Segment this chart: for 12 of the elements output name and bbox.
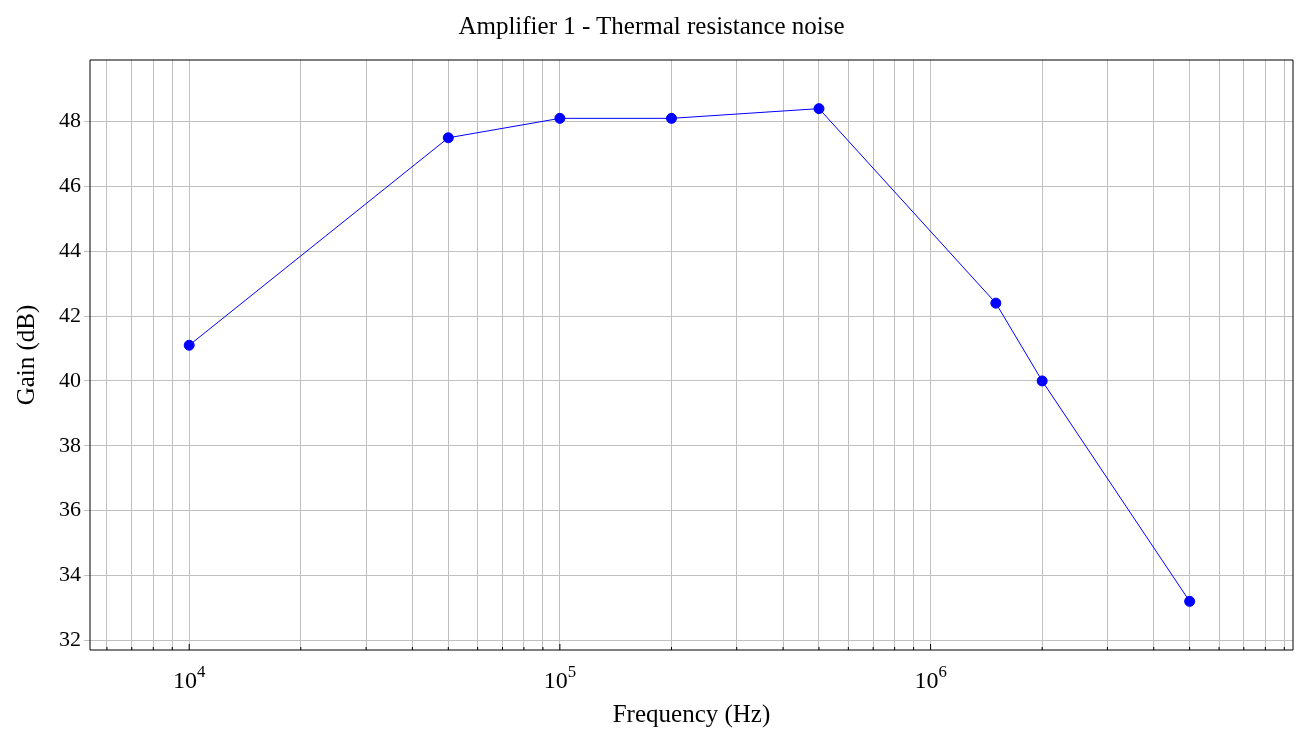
x-axis-title: Frequency (Hz) <box>612 699 771 728</box>
y-axis-title: Gain (dB) <box>11 304 40 406</box>
y-tick-label: 44 <box>59 237 81 263</box>
y-tick-label: 42 <box>59 301 81 327</box>
y-tick-label: 48 <box>59 107 81 133</box>
y-tick-label: 40 <box>59 366 81 392</box>
y-tick-label: 38 <box>59 431 81 457</box>
chart-title: Amplifier 1 - Thermal resistance noise <box>458 11 845 39</box>
y-tick-label: 36 <box>59 496 81 522</box>
y-tick-label: 32 <box>59 626 81 652</box>
y-tick-label: 46 <box>59 172 81 198</box>
y-tick-label: 34 <box>59 561 81 587</box>
